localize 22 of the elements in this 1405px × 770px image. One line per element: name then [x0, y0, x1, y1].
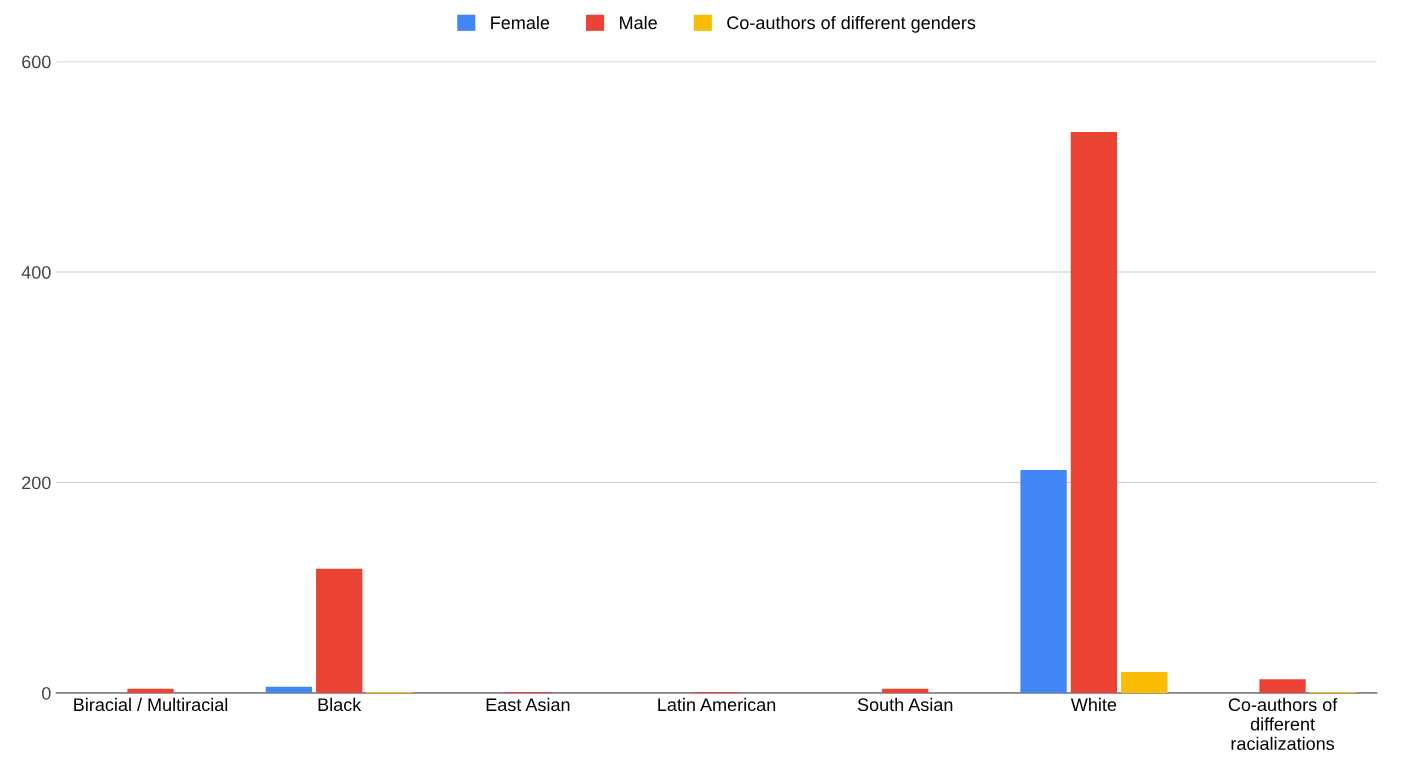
bar — [1070, 132, 1118, 693]
x-tick-label: East Asian — [486, 697, 570, 712]
bar — [127, 688, 174, 693]
bar — [1121, 671, 1168, 693]
y-tick-label: 400 — [21, 266, 51, 279]
x-tick-label: Co-authors of different racializations — [1228, 697, 1338, 751]
x-tick-label: South Asian — [857, 697, 953, 712]
x-tick-label: Latin American — [658, 697, 776, 712]
legend-label: Co-authors of different genders — [727, 15, 976, 33]
y-tick-label: 0 — [42, 686, 51, 700]
bar — [1259, 679, 1306, 693]
x-tick-label: Black — [318, 697, 362, 712]
y-tick-label: 600 — [22, 55, 51, 69]
y-tick-label: 200 — [22, 476, 51, 490]
bar — [265, 686, 313, 693]
bar — [882, 688, 929, 693]
bar — [316, 568, 363, 693]
x-tick-label: Biracial / Multiracial — [74, 697, 228, 712]
legend-label: Female — [491, 15, 550, 30]
x-tick-label: White — [1070, 697, 1117, 712]
bar — [1020, 469, 1067, 693]
legend-label: Male — [620, 15, 657, 30]
